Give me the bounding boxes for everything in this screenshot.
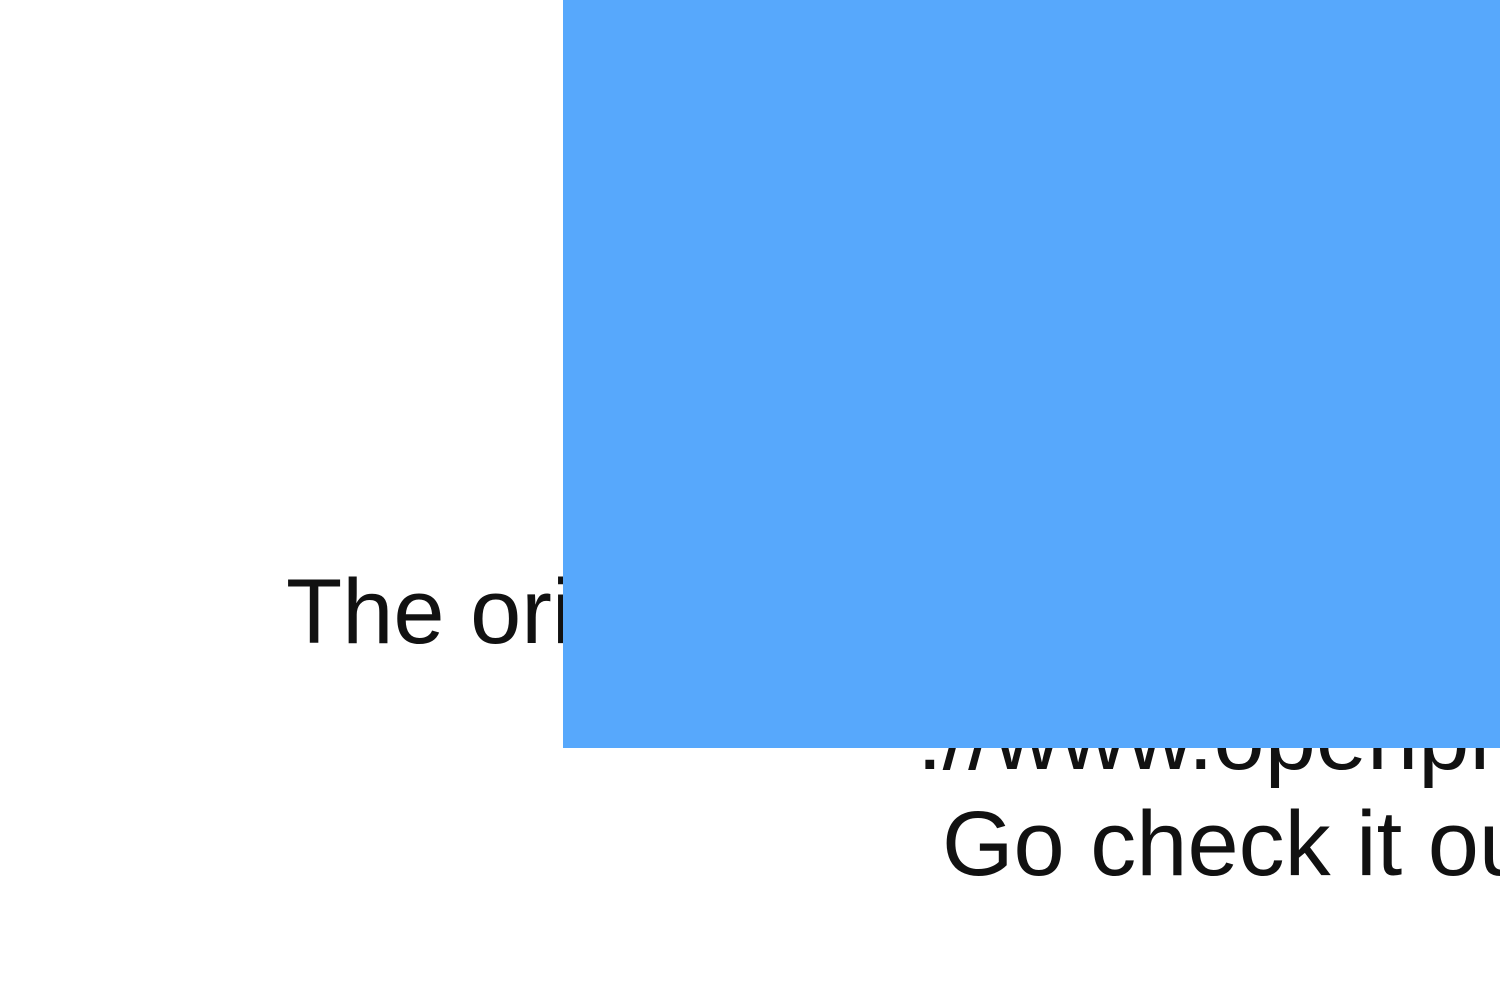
text-line-3: Go check it ou	[942, 793, 1500, 895]
blue-rectangle	[563, 0, 1500, 748]
text-line-1: The ori	[286, 561, 573, 663]
